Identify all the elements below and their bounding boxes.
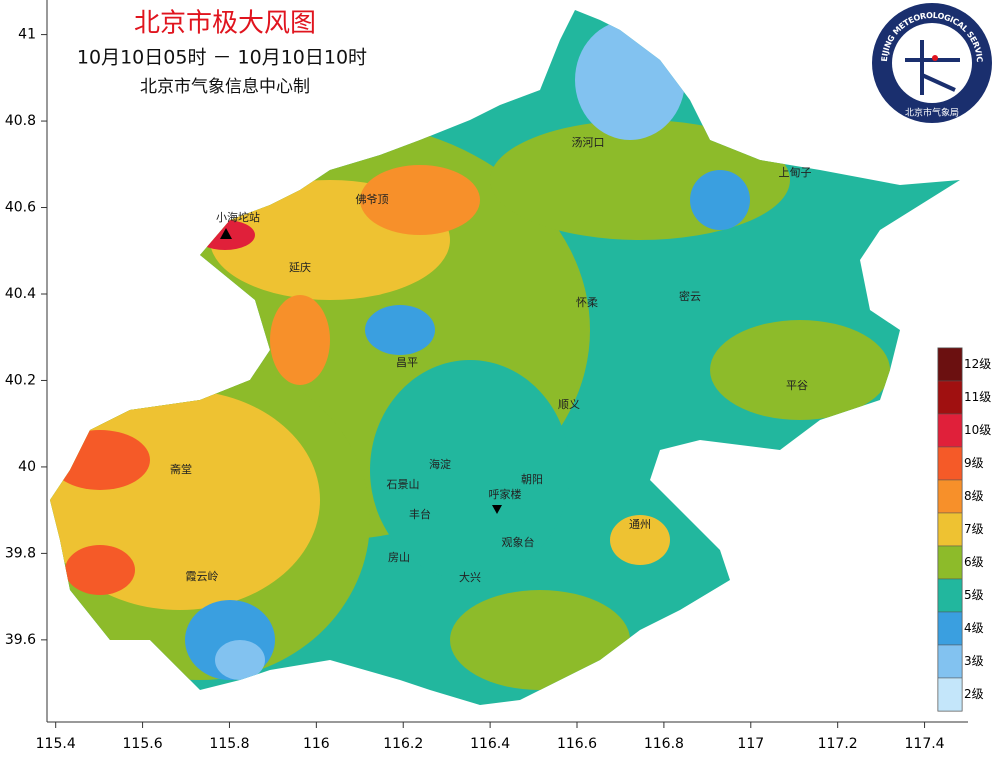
legend-swatch [937, 413, 963, 448]
y-tick-label: 39.8 [5, 545, 36, 561]
legend-swatch [937, 578, 963, 613]
place-name: 石景山 [387, 478, 420, 491]
legend-swatch [937, 446, 963, 481]
place-name: 斋堂 [170, 462, 192, 476]
legend-swatch [937, 545, 963, 580]
legend-label: 12级 [964, 357, 991, 371]
station-marker [492, 505, 502, 514]
legend-swatch [937, 479, 963, 514]
place-name: 观象台 [502, 535, 535, 549]
legend-swatch [937, 677, 963, 712]
place-name: 小海坨站 [216, 210, 260, 224]
place-name: 海淀 [429, 457, 451, 471]
place-name: 延庆 [289, 260, 311, 274]
place-name: 通州 [629, 518, 651, 531]
legend-label: 11级 [964, 390, 991, 404]
subtitle: 10月10日05时 － 10月10日10时 [77, 47, 367, 69]
legend-label: 3级 [964, 654, 984, 668]
x-tick-label: 115.8 [209, 736, 249, 752]
place-name: 房山 [388, 551, 410, 564]
y-tick-label: 40.4 [5, 286, 36, 302]
legend-swatch [937, 347, 963, 382]
x-tick-label: 117.2 [818, 736, 858, 752]
legend-label: 6级 [964, 555, 984, 569]
axes: 115.4 115.6 115.8 116 116.2 116.4 116.6 116.8 11… [5, 0, 968, 752]
place-name: 呼家楼 [489, 487, 522, 501]
y-tick-label: 40.8 [5, 113, 36, 129]
y-tick-label: 39.6 [5, 632, 36, 648]
legend-swatch [937, 611, 963, 646]
place-name: 平谷 [786, 379, 808, 392]
x-tick-label: 115.4 [36, 736, 76, 752]
x-tick-label: 116 [303, 736, 330, 752]
legend-label: 10级 [964, 423, 991, 437]
place-name: 大兴 [459, 570, 481, 584]
y-tick-label: 40 [18, 459, 36, 475]
place-name: 昌平 [396, 356, 418, 369]
x-tick-label: 116.6 [557, 736, 597, 752]
legend-swatch [937, 380, 963, 415]
legend-label: 5级 [964, 588, 984, 602]
place-name: 怀柔 [576, 296, 598, 309]
x-tick-label: 116.8 [644, 736, 684, 752]
legend: 12级 11级 10级 9级 8级 7级 6级 5级 4级 3级 2级 [937, 347, 991, 712]
x-tick-label: 116.4 [470, 736, 510, 752]
place-name: 霞云岭 [186, 569, 219, 583]
x-tick-label: 117 [737, 736, 764, 752]
legend-label: 9级 [964, 456, 984, 470]
logo-text-cn: 北京市气象局 [905, 107, 959, 119]
place-name: 汤河口 [572, 135, 605, 149]
legend-label: 7级 [964, 522, 984, 536]
y-tick-label: 40.6 [5, 200, 36, 216]
station-marker [220, 228, 232, 239]
legend-swatch [937, 512, 963, 547]
place-name: 朝阳 [521, 473, 543, 486]
place-name: 佛爷顶 [356, 192, 389, 206]
producer: 北京市气象信息中心制 [140, 77, 310, 97]
legend-swatch [937, 644, 963, 679]
legend-label: 2级 [964, 687, 984, 701]
x-tick-label: 115.6 [123, 736, 163, 752]
place-name: 丰台 [409, 507, 431, 521]
legend-label: 4级 [964, 621, 984, 635]
place-name: 顺义 [558, 398, 580, 411]
y-tick-label: 41 [18, 27, 36, 43]
place-name: 密云 [679, 289, 701, 303]
y-tick-label: 40.2 [5, 372, 36, 388]
map-title: 北京市极大风图 [134, 9, 316, 39]
legend-label: 8级 [964, 489, 984, 503]
x-tick-label: 117.4 [905, 736, 945, 752]
place-name: 上甸子 [779, 166, 812, 179]
x-tick-label: 116.2 [383, 736, 423, 752]
